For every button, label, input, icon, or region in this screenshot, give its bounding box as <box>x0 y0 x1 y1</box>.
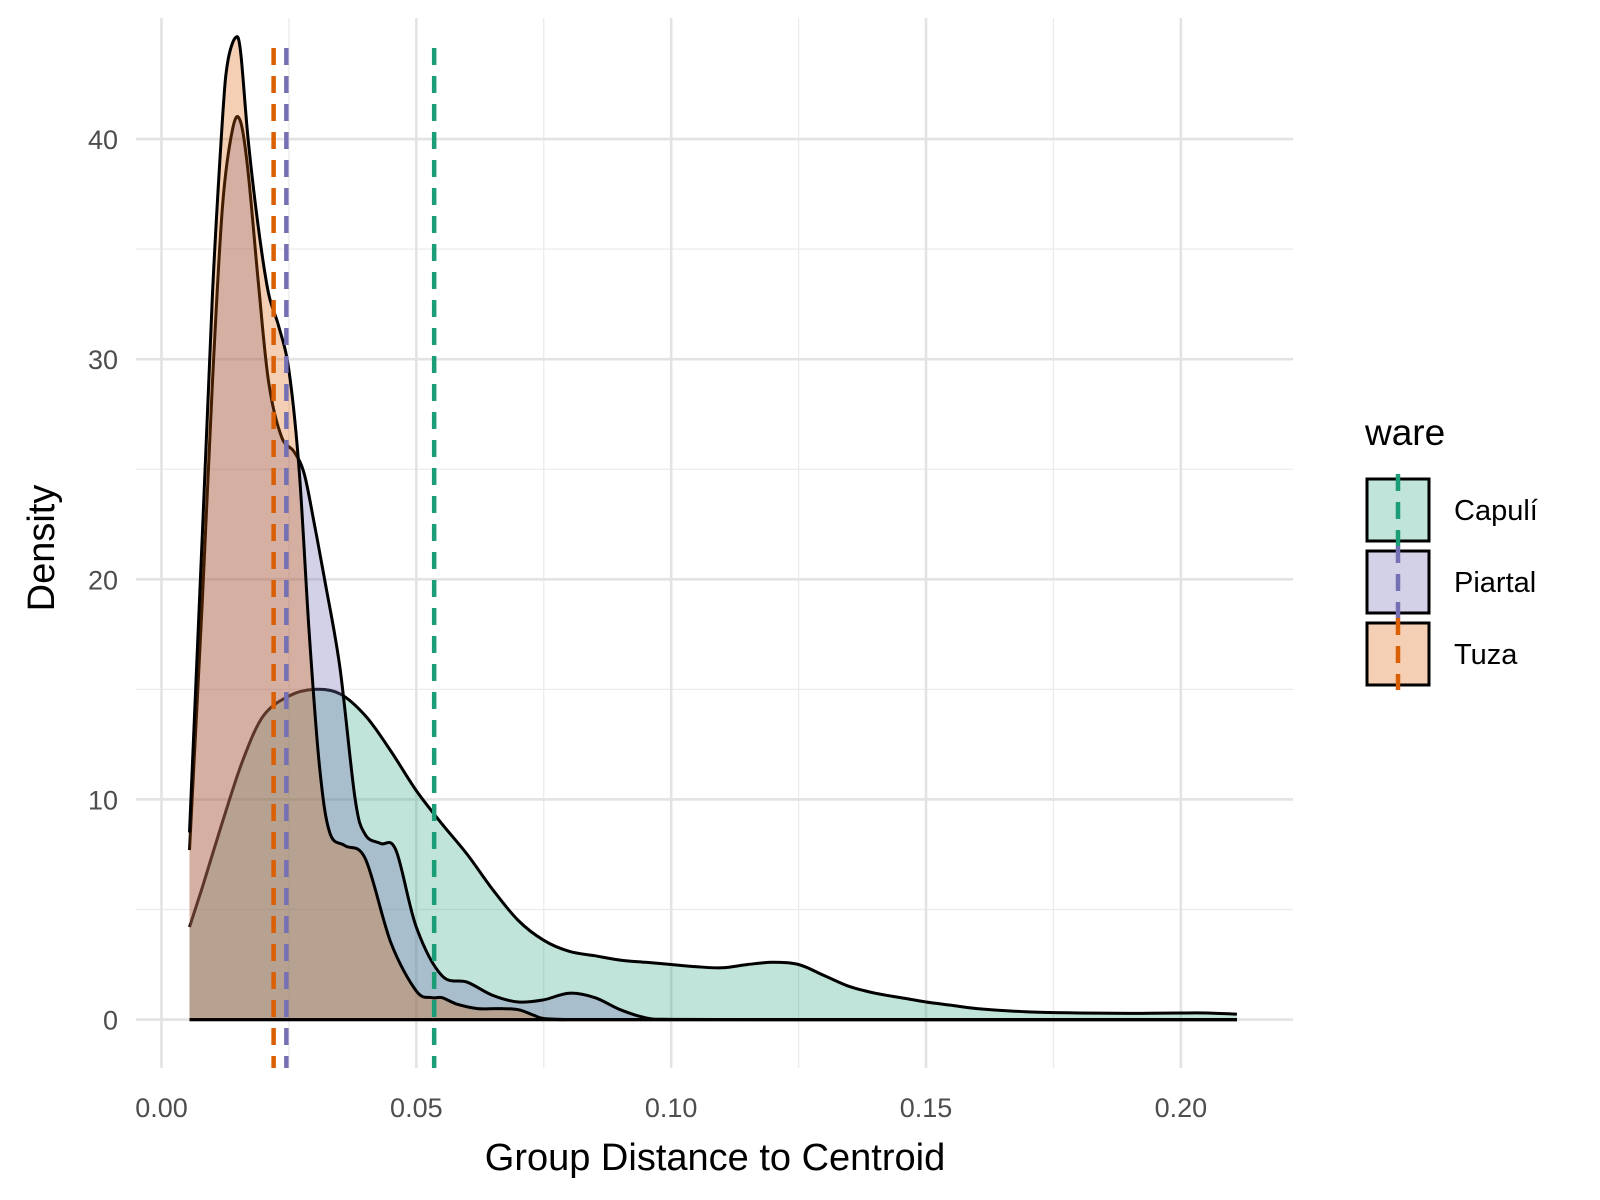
x-tick-label: 0.05 <box>390 1093 443 1123</box>
x-tick-label: 0.00 <box>135 1093 188 1123</box>
density-area-piartal <box>189 116 1237 1020</box>
density-curve-tuza <box>188 35 1237 1022</box>
x-axis-title: Group Distance to Centroid <box>485 1137 945 1179</box>
legend: ware Capulí Piartal Tuza <box>1364 412 1538 690</box>
y-axis-title: Density <box>21 485 63 612</box>
mean-lines <box>271 48 437 1068</box>
x-tick-label: 0.10 <box>645 1093 698 1123</box>
y-tick-label: 40 <box>88 125 118 155</box>
y-tick-labels: 0 10 20 30 40 <box>88 125 118 1036</box>
y-tick-label: 20 <box>88 565 118 595</box>
legend-label-tuza: Tuza <box>1454 639 1518 671</box>
y-tick-label: 0 <box>103 1006 118 1036</box>
density-area-tuza <box>189 36 1237 1020</box>
density-area-capul <box>189 689 1237 1020</box>
y-tick-label: 10 <box>88 785 118 815</box>
x-tick-label: 0.20 <box>1155 1093 1208 1123</box>
density-areas <box>188 35 1237 1022</box>
x-tick-labels: 0.00 0.05 0.10 0.15 0.20 <box>135 1093 1207 1123</box>
legend-title: ware <box>1364 412 1445 453</box>
density-curve-capul <box>188 687 1237 1016</box>
y-tick-label: 30 <box>88 345 118 375</box>
legend-label-piartal: Piartal <box>1454 567 1536 599</box>
legend-label-capul: Capulí <box>1454 495 1538 527</box>
x-tick-label: 0.15 <box>900 1093 953 1123</box>
